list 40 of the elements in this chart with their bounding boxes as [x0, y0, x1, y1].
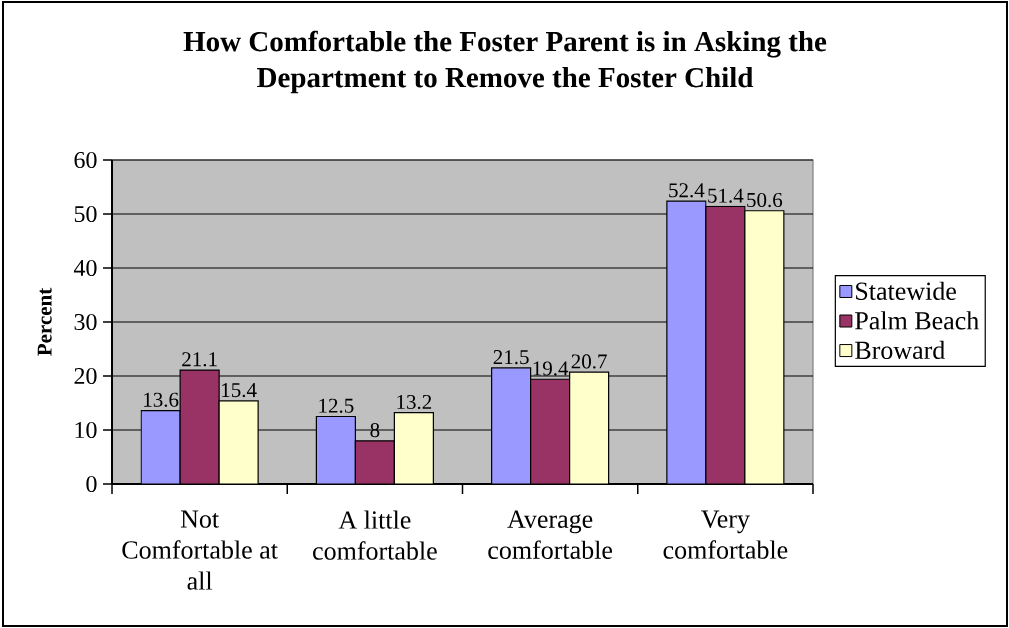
legend-label: Broward [855, 340, 945, 360]
y-tick-label: 40 [73, 259, 97, 277]
bar [393, 412, 434, 484]
data-label: 52.4 [669, 183, 705, 198]
bar [491, 367, 532, 484]
data-label: 50.6 [747, 192, 783, 208]
bar [140, 409, 181, 484]
bar [744, 210, 785, 484]
bar [179, 369, 220, 484]
y-tick-label: 20 [74, 367, 97, 385]
data-label: 19.4 [533, 361, 569, 376]
y-tick-label: 60 [74, 151, 97, 169]
bar [354, 440, 395, 484]
data-label: 12.5 [319, 398, 354, 413]
y-axis-title: Percent [37, 287, 52, 356]
bar [315, 415, 356, 484]
data-label: 13.6 [144, 392, 179, 407]
y-tick-label: 10 [75, 421, 97, 439]
data-label: 51.4 [708, 188, 744, 203]
y-tick-label: 30 [74, 313, 97, 331]
legend-label: Palm Beach [855, 311, 979, 330]
data-label: 21.1 [182, 352, 217, 367]
x-tick-label: Average comfortable [488, 510, 613, 559]
y-tick-label: 50 [74, 205, 97, 223]
data-label: 13.2 [397, 394, 432, 410]
bar [705, 205, 746, 484]
x-tick-label: Very comfortable [663, 510, 788, 559]
x-tick-label: A little comfortable [313, 510, 437, 560]
y-tick-label: 0 [86, 475, 97, 493]
legend-label: Statewide [856, 281, 956, 300]
x-tick-label: Not Comfortable at all [122, 510, 278, 590]
data-label: 21.5 [493, 350, 529, 365]
bar [569, 371, 610, 484]
bar [666, 200, 707, 484]
data-label: 8 [370, 423, 380, 438]
chart-title: How Comfortable the Foster Parent is in Asking the Department to Remove the Foster Child [183, 30, 827, 94]
data-label: 20.7 [571, 354, 607, 369]
data-label: 15.4 [222, 383, 257, 398]
bar [218, 400, 259, 484]
bar [530, 378, 571, 484]
